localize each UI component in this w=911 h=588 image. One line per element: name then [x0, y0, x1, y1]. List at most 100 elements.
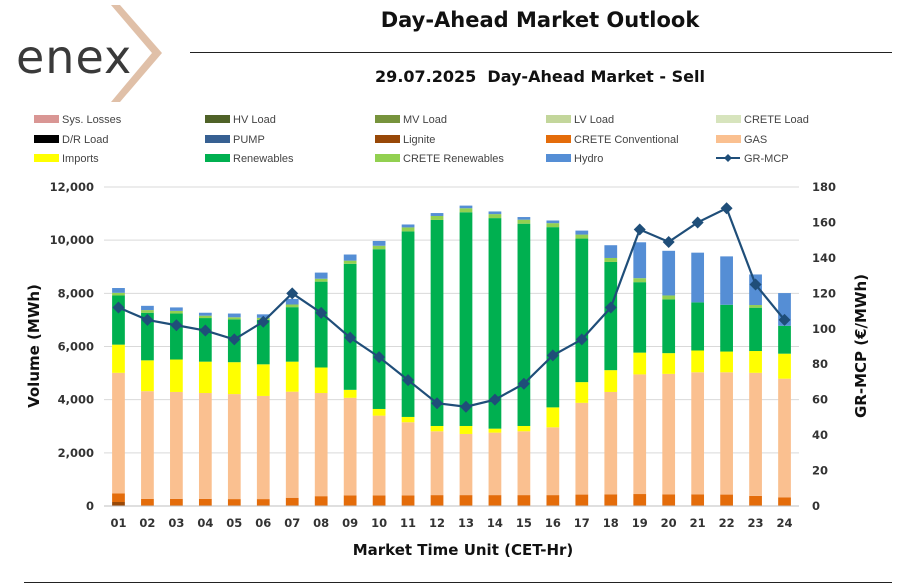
- bar-segment-crete-conventional: [575, 494, 589, 506]
- bar-segment-crete-conventional: [314, 496, 328, 506]
- bar-segment-renewables: [314, 281, 328, 368]
- bar-segment-crete-conventional: [749, 495, 762, 506]
- x-tick-label: 14: [487, 516, 503, 530]
- legend-swatch: [34, 154, 59, 162]
- bar-segment-crete-renewables: [314, 278, 328, 282]
- bar-segment-crete-conventional: [691, 494, 705, 506]
- bar-segment-crete-conventional: [459, 495, 473, 506]
- y-tick-label: 12,000: [50, 180, 94, 194]
- price-point: [546, 349, 559, 362]
- bar-segment-gas: [112, 372, 125, 494]
- x-tick-label: 18: [603, 516, 619, 530]
- y2-tick-label: 0: [812, 499, 820, 513]
- bar-segment-renewables: [633, 282, 647, 353]
- x-tick-label: 08: [313, 516, 329, 530]
- legend-item-hydro: Hydro: [546, 153, 603, 165]
- bar-segment-gas: [343, 397, 357, 496]
- x-tick-label: 04: [197, 516, 213, 530]
- bar-segment-hydro: [488, 211, 502, 215]
- legend-label: D/R Load: [62, 134, 108, 146]
- bar-segment-gas: [749, 372, 762, 496]
- legend-swatch: [716, 135, 741, 143]
- legend-label: PUMP: [233, 134, 265, 146]
- bar-stack-11: [401, 224, 415, 506]
- bar-segment-crete-renewables: [488, 214, 502, 219]
- y2-tick-label: 180: [812, 180, 836, 194]
- bar-segment-renewables: [372, 249, 386, 409]
- x-tick-label: 20: [661, 516, 677, 530]
- bar-stack-22: [720, 256, 733, 506]
- price-point: [199, 324, 212, 337]
- bar-segment-crete-conventional: [517, 495, 531, 506]
- chart-subtitle: 29.07.2025 Day-Ahead Market - Sell: [375, 67, 705, 86]
- bar-segment-renewables: [546, 227, 560, 408]
- bar-segment-crete-conventional: [227, 499, 241, 506]
- bar-segment-imports: [720, 351, 733, 373]
- bar-segment-renewables: [343, 263, 357, 390]
- x-tick-label: 21: [690, 516, 706, 530]
- bar-segment-gas: [662, 373, 676, 495]
- bar-segment-gas: [170, 391, 183, 499]
- legend-label: GR-MCP: [744, 153, 789, 165]
- page-title: Day-Ahead Market Outlook: [380, 8, 700, 32]
- bar-segment-crete-renewables: [372, 245, 386, 250]
- legend-item-d-r-load: D/R Load: [34, 134, 108, 146]
- price-point: [749, 278, 762, 291]
- bar-segment-gas: [430, 431, 444, 496]
- legend-marker: [724, 154, 732, 162]
- bar-stack-05: [227, 313, 241, 506]
- x-tick-label: 22: [719, 516, 735, 530]
- bar-segment-gas: [141, 391, 154, 499]
- legend-label: CRETE Renewables: [403, 153, 504, 165]
- bar-segment-gas: [517, 431, 531, 496]
- bar-segment-gas: [256, 395, 270, 500]
- x-tick-label: 17: [574, 516, 590, 530]
- bar-segment-hydro: [633, 242, 647, 279]
- bar-segment-crete-renewables: [749, 305, 762, 308]
- y2-tick-label: 100: [812, 322, 836, 336]
- bar-segment-crete-conventional: [604, 494, 618, 506]
- price-point: [720, 202, 733, 215]
- y-tick-label: 2,000: [58, 446, 94, 460]
- legend-label: Renewables: [233, 153, 294, 165]
- bar-segment-gas: [720, 372, 733, 495]
- bar-segment-imports: [198, 361, 212, 394]
- bar-stack-21: [691, 252, 705, 506]
- legend-label: LV Load: [574, 114, 614, 126]
- legend-swatch: [716, 115, 741, 123]
- legend-item-sys-losses: Sys. Losses: [34, 114, 122, 126]
- bar-segment-crete-renewables: [343, 260, 357, 264]
- bar-segment-hydro: [112, 288, 125, 293]
- bar-segment-crete-renewables: [546, 223, 560, 228]
- bar-segment-imports: [112, 344, 125, 373]
- legend-swatch: [205, 154, 230, 162]
- x-tick-label: 06: [255, 516, 271, 530]
- bar-segment-renewables: [517, 223, 531, 426]
- bar-segment-renewables: [691, 302, 705, 351]
- bar-segment-crete-conventional: [256, 499, 270, 506]
- bar-segment-imports: [314, 367, 328, 394]
- bar-segment-crete-conventional: [112, 493, 125, 503]
- bar-segment-imports: [633, 352, 647, 375]
- bar-segment-crete-renewables: [227, 317, 241, 320]
- bar-segment-imports: [488, 428, 502, 433]
- bar-stack-19: [633, 242, 647, 506]
- bar-segment-renewables: [749, 307, 762, 352]
- bar-segment-imports: [575, 382, 589, 403]
- bar-segment-crete-conventional: [488, 495, 502, 506]
- bar-segment-renewables: [256, 319, 270, 365]
- bar-segment-imports: [372, 408, 386, 416]
- bar-segment-crete-conventional: [170, 498, 183, 506]
- bar-segment-hydro: [285, 298, 299, 305]
- x-tick-label: 03: [168, 516, 184, 530]
- price-point: [402, 374, 415, 387]
- legend-item-mv-load: MV Load: [375, 114, 447, 126]
- bar-segment-crete-conventional: [720, 494, 733, 506]
- bar-segment-crete-renewables: [430, 215, 444, 220]
- x-tick-label: 13: [458, 516, 474, 530]
- price-point: [604, 301, 617, 314]
- bottom-divider: [24, 582, 892, 583]
- bar-segment-imports: [401, 416, 415, 423]
- x-tick-label: 10: [371, 516, 387, 530]
- bar-stack-08: [314, 272, 328, 506]
